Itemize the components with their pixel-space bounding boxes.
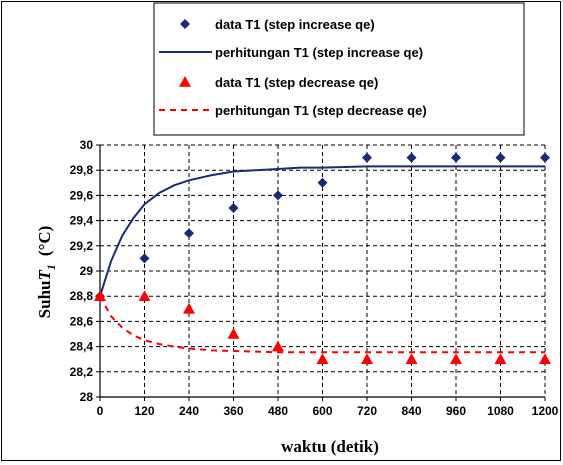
diamond-point <box>406 152 417 163</box>
legend-item-3: data T1 (step decrease qe) <box>179 75 378 90</box>
y-axis-title-subscript: 1 <box>44 264 58 270</box>
plot-area: 0 120 240 360 480 600 720 840 960 1080 1200 28 28,2… <box>70 138 559 418</box>
x-tick-label: 0 <box>97 404 104 418</box>
diamond-point <box>273 190 283 201</box>
y-tick-label: 28,4 <box>70 340 94 354</box>
diamond-point <box>228 203 239 213</box>
y-tick-label: 29,4 <box>70 214 94 228</box>
x-tick-label: 480 <box>268 404 288 418</box>
legend-marker-swatch <box>179 76 191 87</box>
y-tick-label: 29 <box>80 264 94 278</box>
y-tick-label: 29,2 <box>70 239 94 253</box>
triangle-point <box>138 290 151 301</box>
legend-marker-swatch <box>180 19 190 29</box>
triangle-point <box>450 353 462 364</box>
legend: data T1 (step increase qe) perhitungan T1… <box>153 2 525 136</box>
diamond-point <box>362 152 372 163</box>
series-line-2 <box>99 165 545 297</box>
y-tick-label: 29,8 <box>70 163 94 177</box>
triangle-point <box>227 328 240 339</box>
x-tick-label: 1080 <box>487 404 514 418</box>
x-tick-label: 1200 <box>532 404 559 418</box>
triangle-point <box>539 353 551 364</box>
y-axis-title-prefix: Suhu <box>35 280 54 318</box>
x-tick-label: 720 <box>357 404 377 418</box>
diamond-point <box>495 152 506 163</box>
y-tick-label: 28,2 <box>70 365 94 379</box>
triangle-point <box>316 353 329 364</box>
legend-item-2: perhitungan T1 (step increase qe) <box>159 45 423 60</box>
series-2 <box>99 165 545 297</box>
diamond-point <box>451 152 461 163</box>
triangle-point <box>494 353 507 364</box>
series-4 <box>99 295 545 354</box>
y-tick-label: 28,8 <box>70 289 94 303</box>
y-axis-title: SuhuT1 (°C) <box>35 226 58 319</box>
legend-label: perhitungan T1 (step decrease qe) <box>215 103 427 118</box>
legend-item-4: perhitungan T1 (step decrease qe) <box>159 103 427 118</box>
x-tick-label: 840 <box>401 404 421 418</box>
y-axis-title-unit: (°C) <box>35 226 54 256</box>
legend-label: data T1 (step decrease qe) <box>215 75 378 90</box>
x-axis-title: waktu (detik) <box>281 437 379 456</box>
x-tick-label: 240 <box>179 404 199 418</box>
legend-items: data T1 (step increase qe) perhitungan T1… <box>159 17 427 118</box>
y-tick-label: 28,6 <box>70 314 94 328</box>
series-1 <box>95 152 550 302</box>
series-line-4 <box>99 295 545 354</box>
triangle-point <box>94 290 106 301</box>
series-3 <box>94 290 551 364</box>
triangle-point <box>405 353 418 364</box>
y-tick-label: 29,6 <box>70 188 94 202</box>
x-tick-labels: 0 120 240 360 480 600 720 840 960 1080 1200 <box>97 404 559 418</box>
legend-label: data T1 (step increase qe) <box>215 17 375 32</box>
diamond-point <box>139 253 150 264</box>
diamond-point <box>184 228 194 239</box>
diamond-point <box>540 152 550 163</box>
y-tick-label: 28 <box>80 390 94 404</box>
series-layer <box>94 152 551 364</box>
legend-label: perhitungan T1 (step increase qe) <box>215 45 423 60</box>
y-tick-label: 30 <box>80 138 94 152</box>
diamond-point <box>317 177 328 188</box>
x-tick-label: 120 <box>134 404 154 418</box>
triangle-point <box>272 340 284 352</box>
x-tick-label: 960 <box>446 404 466 418</box>
triangle-point <box>183 302 195 314</box>
y-tick-labels: 28 28,2 28,4 28,6 28,8 29 29,2 29,4 29,6 29,8 30 <box>70 138 94 404</box>
legend-item-1: data T1 (step increase qe) <box>180 17 375 32</box>
x-tick-label: 360 <box>223 404 243 418</box>
triangle-point <box>361 353 373 364</box>
legend-box <box>153 2 525 136</box>
x-tick-label: 600 <box>312 404 332 418</box>
y-axis-title-symbol: T <box>35 269 54 280</box>
